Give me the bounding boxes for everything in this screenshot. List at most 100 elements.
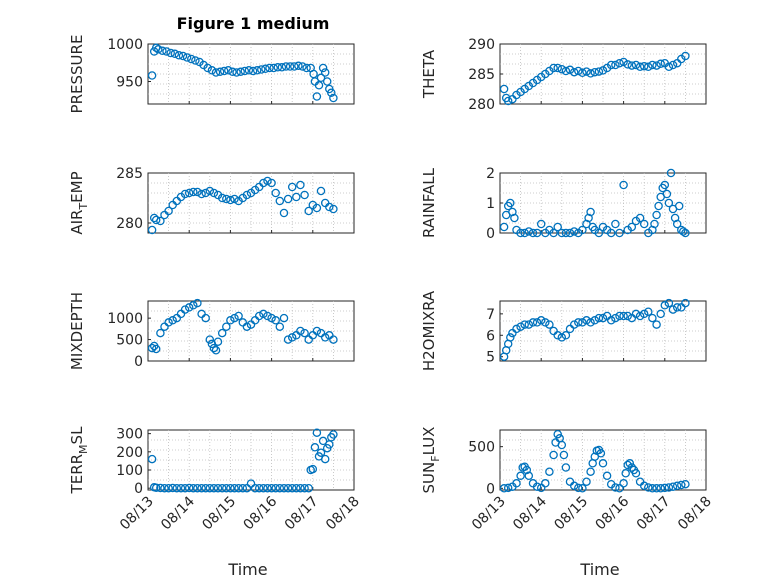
data-point — [154, 45, 163, 54]
x-tick-label: 08/15 — [551, 494, 591, 534]
data-point — [619, 479, 628, 488]
data-point — [660, 180, 670, 190]
data-point — [224, 66, 233, 75]
data-point — [147, 225, 157, 235]
data-point — [304, 206, 313, 216]
data-point — [228, 67, 237, 77]
data-point — [259, 309, 268, 319]
data-point — [244, 66, 254, 75]
data-point — [287, 333, 297, 342]
data-point — [164, 318, 173, 327]
data-point — [615, 228, 624, 238]
y-tick-label: 100 — [116, 463, 143, 479]
data-point — [151, 483, 161, 493]
data-point — [290, 62, 299, 71]
data-point — [590, 316, 600, 325]
data-point — [147, 71, 157, 80]
data-point — [203, 63, 212, 73]
data-point — [516, 228, 525, 238]
data-point — [271, 188, 280, 198]
data-point — [275, 483, 285, 493]
data-point — [662, 189, 672, 199]
data-point — [635, 311, 645, 321]
data-point — [193, 298, 202, 308]
data-point — [164, 206, 173, 216]
data-point — [574, 66, 583, 76]
data-point — [234, 483, 243, 493]
data-point — [222, 322, 231, 331]
data-point — [201, 188, 210, 198]
data-point — [623, 311, 632, 321]
data-point — [308, 464, 318, 474]
data-point — [528, 228, 538, 238]
data-point — [322, 77, 332, 86]
data-point — [565, 65, 575, 75]
y-axis-label: MIXDEPTH — [68, 292, 86, 370]
data-point — [553, 222, 562, 232]
data-point — [516, 322, 525, 331]
data-point — [639, 219, 649, 229]
data-point — [569, 227, 579, 236]
data-point — [312, 428, 322, 437]
data-point — [615, 484, 624, 493]
data-point — [156, 328, 165, 338]
data-point — [238, 483, 248, 493]
data-point — [660, 301, 670, 310]
data-point — [619, 180, 628, 190]
data-point — [201, 483, 210, 493]
data-point — [679, 227, 688, 236]
data-point — [184, 483, 194, 493]
data-point — [168, 483, 177, 493]
data-point — [582, 316, 591, 325]
data-point — [541, 318, 550, 327]
data-point — [545, 467, 554, 476]
data-point — [598, 66, 608, 75]
data-point — [574, 483, 583, 493]
data-point — [197, 189, 206, 199]
data-point — [164, 483, 173, 493]
data-point — [215, 67, 225, 77]
subplot-3: 280 285 AIRTEMP — [68, 166, 355, 235]
data-point — [510, 213, 519, 223]
data-point — [565, 324, 575, 334]
data-point — [499, 484, 509, 493]
data-point — [267, 313, 276, 323]
data-point — [635, 62, 645, 72]
y-tick-label: 280 — [468, 97, 495, 113]
data-point — [536, 316, 546, 325]
data-point — [615, 58, 624, 68]
data-point — [166, 48, 175, 58]
data-point — [296, 483, 305, 493]
data-point — [327, 88, 336, 98]
data-point — [267, 483, 276, 493]
data-point — [254, 483, 264, 493]
data-point — [557, 228, 567, 238]
data-point — [170, 49, 180, 59]
data-point — [193, 483, 202, 493]
data-point — [644, 62, 653, 72]
data-point — [506, 333, 515, 342]
data-point — [656, 309, 665, 319]
data-point — [606, 60, 616, 70]
data-point — [606, 228, 616, 238]
data-point — [207, 66, 217, 75]
data-point — [625, 459, 635, 468]
data-point — [578, 318, 587, 327]
data-point — [273, 63, 283, 72]
data-point — [532, 482, 542, 491]
y-tick-label: 0 — [134, 481, 143, 497]
data-point — [242, 190, 252, 200]
data-point — [578, 68, 587, 78]
data-point — [329, 430, 338, 439]
data-point — [226, 195, 235, 205]
data-point — [279, 483, 289, 493]
data-point — [300, 483, 309, 493]
data-point — [557, 333, 567, 342]
data-point — [219, 66, 229, 76]
x-tick-label: 08/17 — [634, 494, 674, 534]
data-point — [674, 201, 684, 211]
data-point — [217, 193, 227, 203]
data-point — [287, 483, 297, 493]
data-point — [672, 481, 682, 491]
